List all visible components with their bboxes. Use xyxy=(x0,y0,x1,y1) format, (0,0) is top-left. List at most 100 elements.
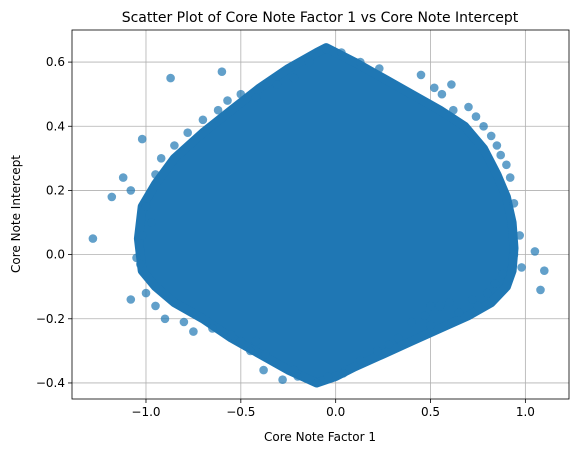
scatter-point xyxy=(454,308,464,317)
scatter-point xyxy=(445,298,454,308)
scatter-point xyxy=(147,218,156,227)
scatter-point xyxy=(223,96,232,105)
scatter-point xyxy=(251,336,261,346)
scatter-point xyxy=(261,349,270,359)
scatter-point xyxy=(217,67,227,76)
scatter-point xyxy=(373,346,382,356)
scatter-point xyxy=(179,317,189,327)
scatter-point xyxy=(540,266,549,276)
scatter-point xyxy=(517,263,526,272)
scatter-point xyxy=(126,295,136,304)
scatter-point xyxy=(312,378,322,388)
scatter-point xyxy=(236,89,246,99)
scatter-point xyxy=(356,57,365,67)
x-axis-label: Core Note Factor 1 xyxy=(264,430,376,444)
scatter-point xyxy=(384,340,394,349)
scatter-point xyxy=(208,324,217,333)
y-tick-label: 0.4 xyxy=(46,119,65,133)
scatter-point xyxy=(141,202,151,211)
scatter-point xyxy=(407,317,416,327)
scatter-point xyxy=(107,192,117,202)
scatter-point xyxy=(170,141,179,150)
scatter-point xyxy=(530,247,540,256)
scatter-point xyxy=(496,150,506,160)
y-tick-label: 0.0 xyxy=(46,248,65,262)
x-tick-label: 0.0 xyxy=(326,405,345,419)
scatter-point xyxy=(473,301,483,311)
scatter-point xyxy=(272,80,282,89)
x-tick-label: 1.0 xyxy=(516,405,535,419)
scatter-point xyxy=(449,105,458,115)
chart-title: Scatter Plot of Core Note Factor 1 vs Co… xyxy=(122,10,519,26)
scatter-point xyxy=(447,80,456,89)
y-tick-label: 0.6 xyxy=(46,55,65,69)
scatter-point xyxy=(137,134,147,144)
scatter-point xyxy=(394,333,403,343)
scatter-point xyxy=(323,372,333,381)
scatter-point xyxy=(321,45,331,54)
scatter-point xyxy=(304,57,314,67)
scatter-point xyxy=(435,301,445,311)
scatter-point xyxy=(397,340,407,349)
scatter-point xyxy=(375,64,384,73)
x-axis: −1.0 −0.5 0.0 0.5 1.0 xyxy=(131,399,535,419)
scatter-point xyxy=(183,128,192,137)
scatter-point xyxy=(509,250,519,259)
scatter-point xyxy=(486,131,496,141)
scatter-point xyxy=(137,231,147,240)
scatter-point xyxy=(430,83,439,93)
scatter-point xyxy=(339,369,348,378)
scatter-point xyxy=(132,253,141,263)
scatter-point xyxy=(151,170,160,179)
scatter-point xyxy=(416,70,426,80)
scatter-point xyxy=(227,330,236,340)
scatter-point xyxy=(136,259,145,269)
scatter-point xyxy=(483,288,492,298)
scatter-point xyxy=(88,234,98,243)
scatter-point xyxy=(536,285,545,295)
scatter-point xyxy=(502,160,511,170)
scatter-point xyxy=(126,186,136,195)
scatter-point xyxy=(420,311,430,320)
scatter-point xyxy=(490,279,500,288)
y-tick-label: 0.2 xyxy=(46,183,65,197)
scatter-point xyxy=(471,112,481,121)
scatter-point xyxy=(293,372,303,381)
scatter-point xyxy=(189,327,198,336)
scatter-point xyxy=(426,301,435,311)
scatter-point xyxy=(259,365,268,375)
scatter-point xyxy=(468,295,477,304)
scatter-points xyxy=(88,43,549,388)
scatter-point xyxy=(236,336,246,346)
scatter-point xyxy=(118,173,128,182)
scatter-point xyxy=(141,288,151,298)
scatter-point xyxy=(437,89,447,99)
scatter-point xyxy=(492,141,502,150)
plot-frame xyxy=(71,29,570,400)
scatter-point xyxy=(246,346,255,356)
scatter-point xyxy=(156,154,166,163)
scatter-point xyxy=(426,320,435,330)
scatter-point xyxy=(479,122,488,131)
scatter-point xyxy=(356,356,365,365)
y-axis: −0.4 −0.2 0.0 0.2 0.4 0.6 xyxy=(36,55,72,390)
y-axis-label: Core Note Intercept xyxy=(9,155,23,273)
scatter-point xyxy=(464,102,473,112)
y-tick-label: −0.2 xyxy=(36,312,65,326)
x-tick-label: −1.0 xyxy=(131,405,160,419)
scatter-point xyxy=(337,48,346,57)
scatter-point xyxy=(151,301,160,311)
y-tick-label: −0.4 xyxy=(36,376,65,390)
scatter-point xyxy=(289,73,299,83)
scatter-point xyxy=(505,173,515,182)
x-tick-label: −0.5 xyxy=(226,405,255,419)
scatter-point xyxy=(498,269,507,279)
x-tick-label: 0.5 xyxy=(421,405,440,419)
scatter-point xyxy=(251,93,261,102)
scatter-point xyxy=(160,314,170,324)
scatter-point xyxy=(289,365,299,375)
scatter-point xyxy=(515,231,524,240)
scatter-point xyxy=(213,105,223,115)
scatter-point xyxy=(278,375,287,385)
